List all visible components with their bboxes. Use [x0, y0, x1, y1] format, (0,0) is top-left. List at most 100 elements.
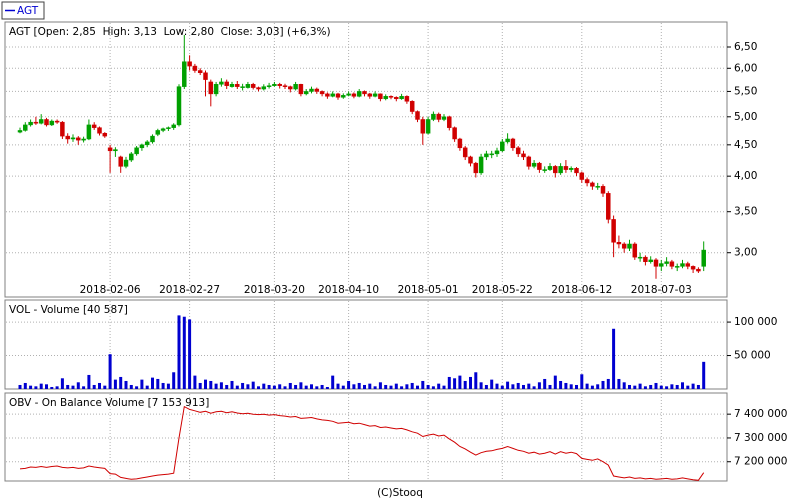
y-tick-label: 3,00 [734, 247, 757, 259]
candle-body [643, 256, 648, 262]
candle-body [38, 119, 44, 124]
volume-bar [575, 384, 578, 389]
volume-bar [543, 378, 547, 389]
volume-bar [638, 383, 642, 389]
candle-body [150, 135, 155, 143]
volume-bar [426, 384, 430, 389]
candle-body [219, 81, 224, 85]
volume-bar [188, 319, 192, 389]
candle-body [425, 119, 431, 134]
y-tick-label: 5,50 [734, 85, 757, 97]
candle-body [187, 61, 192, 67]
volume-bar [702, 361, 706, 389]
candle-body [102, 133, 108, 137]
x-tick-label: 2018-05-01 [398, 284, 459, 296]
volume-bar [453, 378, 457, 389]
volume-bar [251, 381, 255, 389]
x-tick-label: 2018-04-10 [318, 284, 379, 296]
volume-bar [341, 385, 345, 389]
candle-body [409, 101, 415, 112]
candle-body [584, 179, 590, 184]
y-tick-label: 4,00 [734, 170, 757, 182]
volume-bar [527, 383, 531, 389]
volume-bar [559, 380, 563, 389]
y-tick-label: 5,00 [734, 111, 757, 123]
volume-bar [182, 316, 186, 389]
volume-bar [384, 384, 388, 389]
candle-body [632, 243, 638, 258]
candle-body [388, 96, 394, 98]
panel-frame [4, 299, 728, 390]
candle-body [144, 141, 150, 146]
volume-bar [177, 315, 181, 389]
candle-body [123, 159, 129, 167]
volume-bar [442, 385, 446, 389]
candle-body [637, 256, 643, 259]
volume-bar [76, 382, 80, 389]
candle-body [346, 93, 351, 96]
candle-body [107, 147, 113, 152]
candle-body [44, 119, 49, 126]
volume-bar [71, 385, 75, 389]
volume-bar [654, 382, 658, 389]
candle-body [70, 137, 76, 140]
y-tick-label: 3,50 [734, 206, 757, 218]
candle-body [49, 120, 55, 126]
x-tick-label: 2018-03-20 [244, 284, 305, 296]
candle-body [627, 243, 632, 249]
y-tick-label: 50 000 [734, 350, 771, 362]
candle-body [447, 116, 452, 128]
candle-body [611, 219, 616, 243]
candle-body [415, 111, 420, 120]
candle-body [203, 72, 208, 80]
candle-body [118, 156, 123, 167]
candle-body [351, 93, 357, 97]
panel-title: AGT [Open: 2,85 High: 3,13 Low: 2,80 Clo… [9, 26, 331, 38]
candle-body [553, 166, 558, 174]
volume-bar [410, 382, 414, 389]
volume-bar [241, 382, 245, 389]
volume-bar [262, 383, 266, 389]
volume-bar [612, 328, 616, 389]
volume-bar [135, 386, 139, 389]
candle-body [372, 93, 378, 97]
volume-bar [431, 386, 435, 389]
candle-body [648, 259, 653, 262]
candle-body [245, 84, 251, 88]
volume-bar [659, 385, 663, 389]
volume-bar [691, 383, 695, 389]
candle-body [526, 156, 532, 167]
candle-body [696, 268, 701, 272]
y-tick-label: 4,50 [734, 139, 757, 151]
volume-bar [590, 385, 594, 389]
candle-body [303, 91, 309, 95]
candle-body [505, 138, 510, 143]
y-tick-label: 7 200 000 [734, 456, 787, 468]
volume-bar [596, 384, 600, 389]
candle-body [484, 153, 489, 158]
volume-bar [368, 383, 372, 389]
candle-body [383, 96, 388, 100]
volume-bar [490, 379, 494, 389]
candle-body [489, 153, 494, 156]
volume-bar [585, 383, 589, 389]
volume-bar [511, 384, 515, 389]
candle-body [288, 86, 293, 90]
footer: (C)Stooq [377, 487, 423, 499]
volume-bar [23, 382, 27, 389]
candle-body [356, 91, 362, 97]
volume-bar [172, 372, 176, 389]
volume-bar [553, 375, 557, 389]
candle-body [621, 243, 627, 249]
candle-body [579, 172, 585, 180]
candle-body [600, 186, 606, 194]
candle-body [531, 162, 537, 167]
volume-bar [209, 380, 213, 389]
volume-bar [140, 379, 144, 389]
y-tick-label: 6,50 [734, 41, 757, 53]
candle-body [378, 93, 383, 100]
volume-bar [283, 386, 287, 389]
volume-bar [643, 386, 647, 389]
x-tick-label: 2018-02-06 [80, 284, 141, 296]
